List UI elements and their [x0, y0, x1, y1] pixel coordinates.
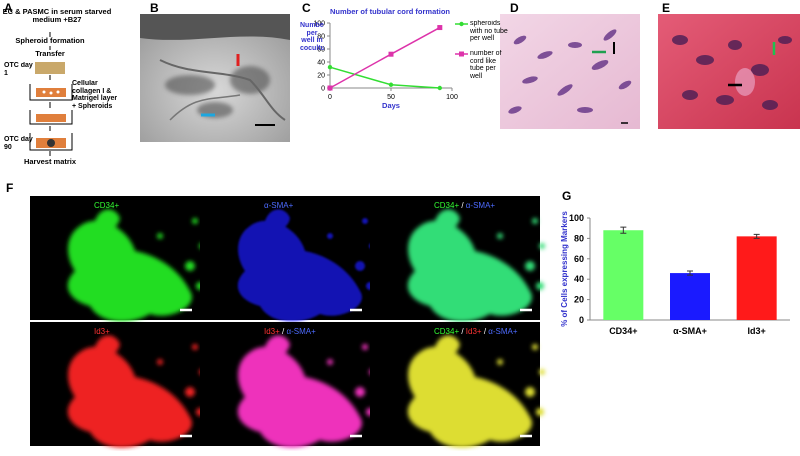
- micrograph-d: [500, 14, 640, 129]
- y-tick-label: 0: [579, 315, 584, 325]
- label-part: /: [482, 327, 489, 336]
- y-tick-label: 100: [569, 213, 584, 223]
- error-bar: [687, 270, 693, 276]
- fluorescence-label: CD34+ / Id3+ / α-SMA+: [434, 327, 518, 336]
- y-tick-label: 40: [574, 274, 584, 284]
- y-tick-label: 20: [317, 73, 325, 80]
- x-tick-label: 50: [387, 94, 395, 101]
- y-axis-label: % of Cells expressing Markers: [560, 211, 569, 327]
- error-bar: [753, 233, 760, 239]
- y-tick-label: 100: [313, 21, 325, 28]
- flow-step-box: OTC day 1: [4, 62, 33, 77]
- legend-label: number of cord like tube per well: [470, 50, 502, 81]
- fluorescence-label: Id3+ / α-SMA+: [264, 327, 316, 336]
- label-part: /: [459, 327, 466, 336]
- label-part: α-SMA+: [286, 327, 316, 336]
- y-tick-label: 80: [574, 233, 584, 243]
- micrograph-e: [658, 14, 800, 129]
- fluorescence-labels: CD34+ α-SMA+ CD34+ / α-SMA+Id3+ Id3+ / α-SM…: [94, 201, 518, 336]
- y-tick-label: 0: [321, 86, 325, 93]
- fluorescence-label: α-SMA+: [264, 201, 294, 210]
- x-tick-label: α-SMA+: [673, 326, 707, 336]
- flow-step: EC & PASMC in serum starved medium +B27: [2, 8, 112, 25]
- legend-marker: [459, 21, 464, 27]
- label-part: /: [459, 201, 466, 210]
- panel-letter: A: [4, 1, 13, 15]
- label-part: α-SMA+: [488, 327, 518, 336]
- series-line: [329, 26, 441, 89]
- panel-letter: C: [302, 1, 311, 15]
- error-bar: [620, 226, 627, 234]
- y-tick-label: 40: [317, 60, 325, 67]
- label-part: /: [280, 327, 287, 336]
- legend-label-box: number of cord like tube per well: [470, 50, 502, 81]
- y-tick-label: 80: [317, 34, 325, 41]
- series-line: [329, 66, 440, 89]
- point: [327, 65, 333, 70]
- panel-letter: E: [662, 1, 670, 15]
- flow-step: Cellular collagen I & Matrigel layer + S…: [72, 80, 118, 111]
- label-part: CD34+: [434, 327, 459, 336]
- bar: [603, 230, 644, 320]
- flow-step: OTC day 90: [4, 136, 33, 151]
- x-tick-label: 100: [446, 94, 458, 101]
- y-tick-label: 60: [317, 47, 325, 54]
- label-part: Id3+: [264, 327, 280, 336]
- x-tick-label: CD34+: [609, 326, 637, 336]
- charts: 0 20 40 60 80 100 0 50 100 Number of tubular cord…: [313, 7, 790, 336]
- chart-title: Number of tubular cord formation: [330, 7, 450, 16]
- x-tick-label: Id3+: [748, 326, 766, 336]
- y-tick-label: 20: [574, 295, 584, 305]
- well-icon: [29, 84, 73, 101]
- point: [388, 51, 394, 57]
- point: [388, 82, 394, 87]
- panel-letter: F: [6, 181, 13, 195]
- point: [437, 25, 443, 31]
- bar: [736, 236, 777, 320]
- y-tick-label: 60: [574, 254, 584, 264]
- fluorescence-label: Id3+: [94, 327, 110, 336]
- label-part: CD34+: [94, 201, 119, 210]
- x-tick-label: 0: [328, 94, 332, 101]
- legend-label-box: spheroids with no tube per well: [470, 20, 508, 43]
- legend-label: spheroids with no tube per well: [470, 20, 508, 43]
- point: [327, 85, 333, 91]
- label-part: α-SMA+: [466, 201, 496, 210]
- matrigel-icon: [35, 62, 65, 74]
- flow-step-box: OTC day 90: [4, 136, 33, 151]
- legend-marker: [459, 51, 464, 57]
- y-axis-label: Numbers per well in coculture: [300, 22, 324, 53]
- point: [437, 85, 442, 91]
- fluorescence-label: CD34+: [94, 201, 119, 210]
- well-icon: [29, 110, 73, 125]
- panel-letter: D: [510, 1, 519, 15]
- flow-step: Spheroid formation: [15, 36, 85, 45]
- micrograph-b: [140, 14, 290, 142]
- fluorescence-label: CD34+ / α-SMA+: [434, 201, 495, 210]
- x-axis-label: Days: [382, 101, 400, 110]
- well-icon: [29, 133, 73, 151]
- label-part: CD34+: [434, 201, 459, 210]
- y-axis-label-box: Numbers per well in coculture: [300, 22, 324, 53]
- panel-letter: B: [150, 1, 159, 15]
- flow-step: OTC day 1: [4, 62, 33, 77]
- flow-step-box: Cellular collagen I & Matrigel layer + S…: [72, 80, 118, 111]
- flow-step: Harvest matrix: [24, 157, 77, 166]
- label-part: α-SMA+: [264, 201, 294, 210]
- flow-step-box: EC & PASMC in serum starved medium +B27: [2, 8, 112, 25]
- flow-step: Transfer: [35, 49, 65, 58]
- label-part: Id3+: [466, 327, 482, 336]
- panel-letters: A B C D E F G: [4, 1, 670, 203]
- flowchart: EC & PASMC in serum starved medium +B27 …: [2, 8, 118, 166]
- bar: [670, 273, 710, 320]
- label-part: Id3+: [94, 327, 110, 336]
- fluorescence-grid: [30, 196, 545, 448]
- panel-letter: G: [562, 189, 571, 203]
